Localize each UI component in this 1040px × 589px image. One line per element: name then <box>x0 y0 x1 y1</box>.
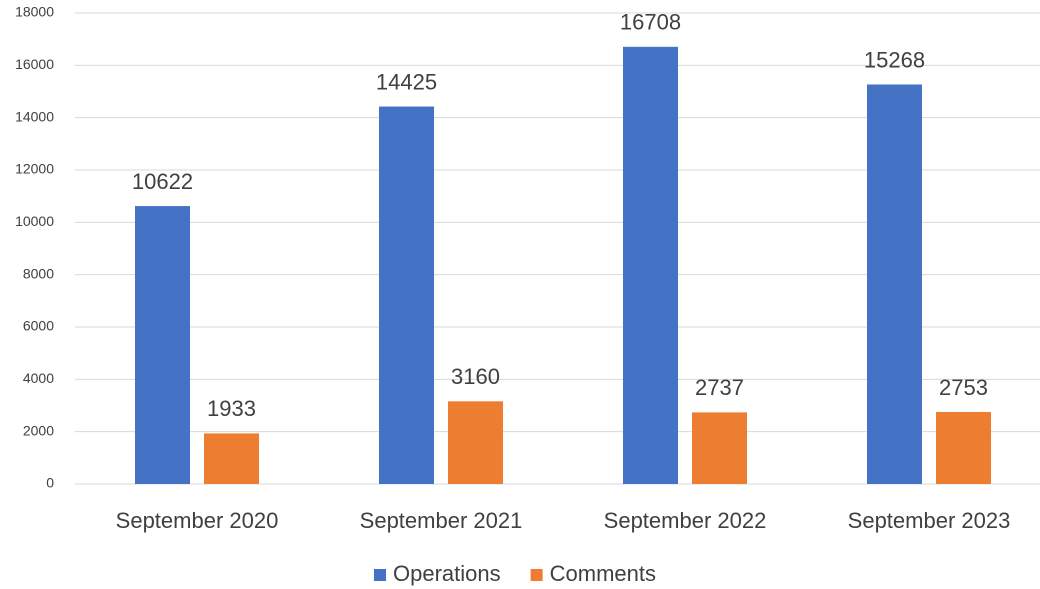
bar <box>692 412 747 484</box>
y-tick-label: 2000 <box>23 422 54 438</box>
value-label: 2753 <box>939 375 988 400</box>
value-label: 2737 <box>695 375 744 400</box>
bar <box>867 84 922 484</box>
y-tick-label: 18000 <box>15 4 54 20</box>
value-label: 14425 <box>376 69 437 94</box>
bar <box>135 206 190 484</box>
bar <box>936 411 991 484</box>
x-tick-label: September 2022 <box>604 508 767 533</box>
y-tick-label: 12000 <box>15 161 54 177</box>
value-label: 1933 <box>207 396 256 421</box>
value-label: 10622 <box>132 169 193 194</box>
legend-swatch <box>530 569 543 581</box>
y-tick-label: 6000 <box>23 318 54 334</box>
value-label: 15268 <box>864 47 925 72</box>
y-tick-label: 8000 <box>23 265 54 281</box>
bar <box>379 106 434 484</box>
x-tick-label: September 2020 <box>116 508 279 533</box>
y-tick-label: 16000 <box>15 56 54 72</box>
y-tick-label: 0 <box>46 475 54 491</box>
value-label: 3160 <box>451 364 500 389</box>
legend-label: Comments <box>550 561 656 586</box>
legend-swatch <box>374 569 386 581</box>
y-tick-label: 10000 <box>15 213 54 229</box>
x-tick-label: September 2023 <box>848 508 1011 533</box>
bar <box>623 46 678 484</box>
value-label: 16708 <box>620 10 681 35</box>
y-tick-label: 4000 <box>23 370 54 386</box>
x-tick-label: September 2021 <box>360 508 523 533</box>
bar <box>448 401 503 484</box>
y-tick-label: 14000 <box>15 108 54 124</box>
legend-label: Operations <box>393 561 501 586</box>
bar <box>204 433 259 484</box>
